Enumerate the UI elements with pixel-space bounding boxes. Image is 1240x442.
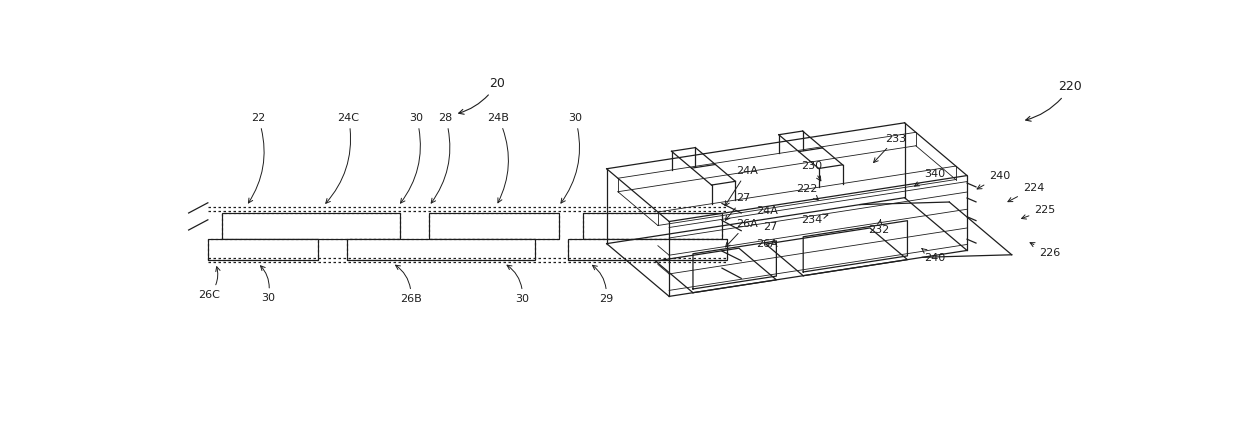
Text: 30: 30 xyxy=(401,113,424,203)
Text: 26A: 26A xyxy=(756,239,777,249)
Bar xyxy=(347,239,534,259)
Bar xyxy=(222,213,401,239)
Bar xyxy=(429,213,558,239)
Text: 24C: 24C xyxy=(326,113,360,203)
Text: 226: 226 xyxy=(1030,243,1060,258)
Text: 24A: 24A xyxy=(756,206,777,216)
Bar xyxy=(208,239,319,259)
Bar xyxy=(583,213,722,239)
Text: 24B: 24B xyxy=(487,113,510,203)
Text: 240: 240 xyxy=(921,248,945,263)
Text: 27: 27 xyxy=(725,193,750,220)
Bar xyxy=(583,213,722,239)
Text: 232: 232 xyxy=(868,220,889,236)
Text: 222: 222 xyxy=(796,184,818,200)
Text: 30: 30 xyxy=(260,266,275,304)
Text: 29: 29 xyxy=(593,265,614,304)
Text: 224: 224 xyxy=(1008,183,1044,202)
Text: 26B: 26B xyxy=(396,265,422,304)
Text: 220: 220 xyxy=(1025,80,1083,121)
Text: 26A: 26A xyxy=(725,219,758,247)
Text: 26C: 26C xyxy=(198,267,221,300)
Bar xyxy=(347,239,534,259)
Text: 234: 234 xyxy=(801,214,828,225)
Bar xyxy=(429,213,558,239)
Text: 233: 233 xyxy=(873,133,906,163)
Text: 340: 340 xyxy=(915,169,945,186)
Text: 240: 240 xyxy=(977,171,1011,189)
Text: 20: 20 xyxy=(459,77,505,114)
Bar xyxy=(568,239,727,259)
Bar xyxy=(208,239,319,259)
Text: 30: 30 xyxy=(507,265,529,304)
Text: 22: 22 xyxy=(248,113,265,203)
Text: 230: 230 xyxy=(801,161,822,181)
Text: 24A: 24A xyxy=(725,166,759,206)
Bar xyxy=(222,213,401,239)
Bar xyxy=(568,239,727,259)
Text: 30: 30 xyxy=(560,113,583,203)
Text: 27: 27 xyxy=(764,221,777,232)
Text: 28: 28 xyxy=(432,113,453,203)
Text: 225: 225 xyxy=(1022,205,1055,219)
